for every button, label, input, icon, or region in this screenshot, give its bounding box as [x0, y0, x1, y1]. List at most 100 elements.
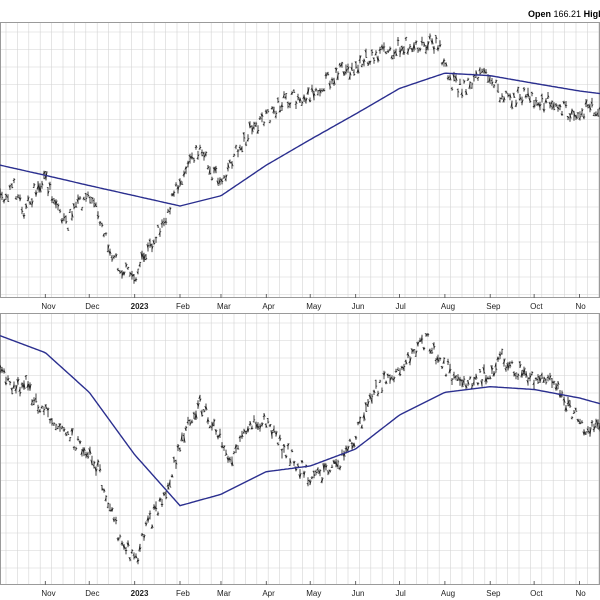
price-bar-open — [242, 132, 245, 135]
price-bar-open — [186, 421, 189, 424]
price-bar-open — [346, 448, 349, 452]
x-tick-label: Apr — [262, 302, 275, 311]
price-bar-open — [328, 82, 331, 87]
price-bar-open — [66, 431, 69, 433]
price-bar — [236, 445, 240, 450]
price-bar-open — [432, 46, 435, 51]
price-bar-open — [260, 113, 263, 117]
price-bar-open — [582, 431, 585, 435]
price-bar-close — [237, 150, 240, 152]
price-bar — [244, 141, 248, 147]
price-bar — [18, 194, 22, 202]
price-bar-close — [327, 74, 330, 76]
price-bar-open — [466, 79, 469, 81]
price-bar-open — [450, 379, 453, 382]
price-bar — [478, 67, 482, 76]
price-bar-open — [464, 385, 467, 388]
price-bar-close — [227, 163, 230, 169]
price-bar — [48, 418, 52, 424]
price-bar — [558, 104, 562, 111]
price-bar — [354, 435, 358, 440]
price-bar-close — [315, 471, 318, 474]
price-bar-open — [150, 526, 153, 529]
price-bar — [154, 501, 158, 512]
price-bar — [384, 380, 388, 385]
price-bar-close — [355, 66, 358, 68]
price-bar-open — [240, 435, 243, 438]
price-bar-close — [25, 375, 28, 377]
price-bar-open — [184, 166, 187, 170]
price-bar-close — [151, 245, 154, 250]
price-bar-open — [472, 75, 475, 77]
price-bar-open — [22, 214, 25, 218]
price-bar — [414, 350, 418, 357]
price-bar-close — [299, 472, 302, 479]
price-bar — [428, 33, 432, 40]
price-bar — [396, 37, 400, 46]
price-bar — [438, 40, 442, 48]
price-bar-close — [539, 104, 542, 107]
price-bar — [146, 242, 150, 252]
price-bar-close — [461, 380, 464, 388]
price-bar — [260, 422, 264, 427]
price-bar-close — [187, 161, 190, 166]
price-bar-close — [381, 45, 384, 50]
price-bar-open — [426, 42, 429, 51]
price-bar — [432, 342, 436, 350]
price-bar — [288, 458, 292, 466]
price-bar — [516, 373, 520, 380]
price-bar-open — [320, 479, 323, 483]
price-bar-close — [287, 443, 290, 447]
price-bar-open — [272, 428, 275, 431]
price-bar — [326, 71, 330, 76]
price-bar-open — [256, 424, 259, 430]
price-bar-close — [19, 197, 22, 201]
price-bar-open — [564, 104, 567, 107]
price-bar-open — [104, 497, 107, 502]
price-bar — [28, 200, 32, 205]
price-bar — [596, 419, 600, 430]
price-bar — [536, 374, 540, 384]
price-bar-close — [113, 255, 116, 258]
price-bar-close — [115, 519, 118, 522]
price-bar-open — [338, 62, 341, 66]
price-bar-open — [488, 76, 491, 83]
price-bar — [36, 181, 40, 191]
price-bar-open — [228, 159, 231, 164]
price-bar — [522, 366, 526, 376]
price-bar-open — [230, 462, 233, 466]
price-bar-close — [87, 456, 90, 459]
price-bar-open — [58, 210, 61, 212]
price-bar-open — [504, 368, 507, 371]
price-bar-close — [219, 433, 222, 435]
price-bar — [50, 418, 54, 426]
price-bar — [518, 94, 522, 101]
price-bar-close — [363, 58, 366, 62]
price-bar-open — [544, 378, 547, 381]
price-bar-open — [334, 460, 337, 465]
price-bar-open — [246, 139, 249, 142]
price-bar — [312, 90, 316, 101]
price-bar-close — [585, 431, 588, 433]
price-bar — [178, 447, 182, 452]
price-bar-close — [61, 425, 64, 429]
price-bar-open — [550, 101, 553, 105]
price-bar-close — [49, 418, 52, 422]
price-bar-close — [191, 421, 194, 423]
price-bar-open — [508, 361, 511, 365]
price-bar-close — [145, 522, 148, 526]
price-bar-open — [144, 258, 147, 261]
price-bar-open — [568, 113, 571, 115]
price-bar-open — [540, 94, 543, 97]
price-bar-open — [454, 375, 457, 379]
price-bar-open — [510, 100, 513, 108]
price-bar — [328, 469, 332, 473]
price-bar-open — [562, 101, 565, 105]
price-bar-open — [112, 256, 115, 259]
price-bar — [300, 460, 304, 464]
price-bar-open — [78, 197, 81, 199]
price-bar-close — [197, 154, 200, 157]
price-bar — [142, 252, 146, 263]
price-bar — [250, 425, 254, 430]
price-bar — [426, 333, 430, 337]
